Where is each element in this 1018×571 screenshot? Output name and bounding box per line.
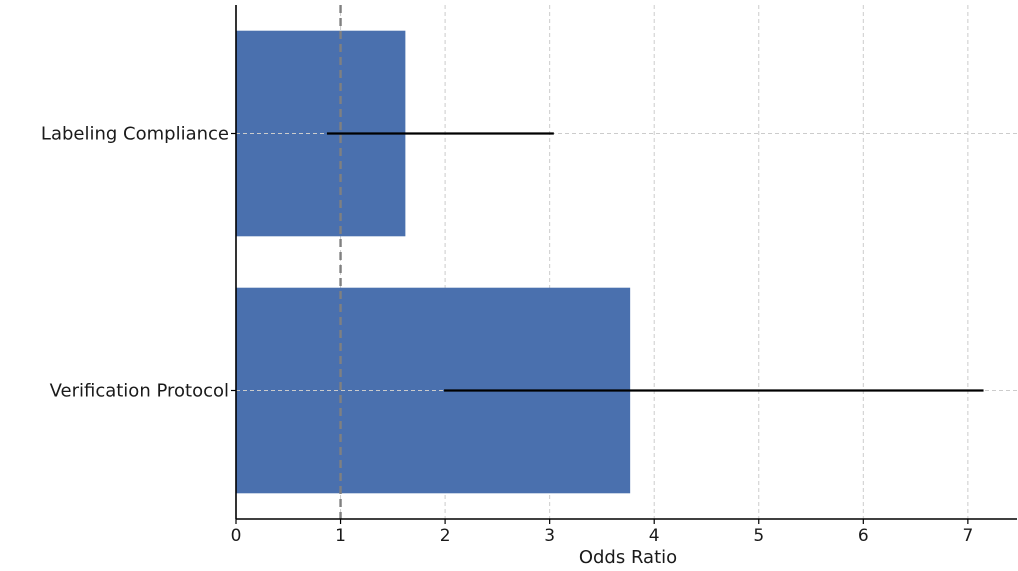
x-tick-label: 5	[753, 526, 764, 546]
x-tick-label: 3	[544, 526, 555, 546]
x-tick-label: 1	[335, 526, 346, 546]
x-axis-title: Odds Ratio	[579, 547, 677, 568]
tick-layer: 0 1 2 3 4 5 6 7	[231, 132, 973, 546]
x-tick-label: 4	[649, 526, 660, 546]
x-tick-label: 7	[962, 526, 973, 546]
category-label-layer: Labeling Compliance Verification Protocol	[41, 124, 229, 402]
x-tick-label: 6	[858, 526, 869, 546]
axis-layer	[235, 5, 1017, 520]
category-label: Labeling Compliance	[41, 124, 229, 145]
x-tick-label: 2	[440, 526, 451, 546]
bar-layer	[236, 30, 1017, 494]
category-label: Verification Protocol	[50, 381, 229, 402]
x-tick-label: 0	[231, 526, 242, 546]
errorbar-layer	[326, 132, 984, 392]
